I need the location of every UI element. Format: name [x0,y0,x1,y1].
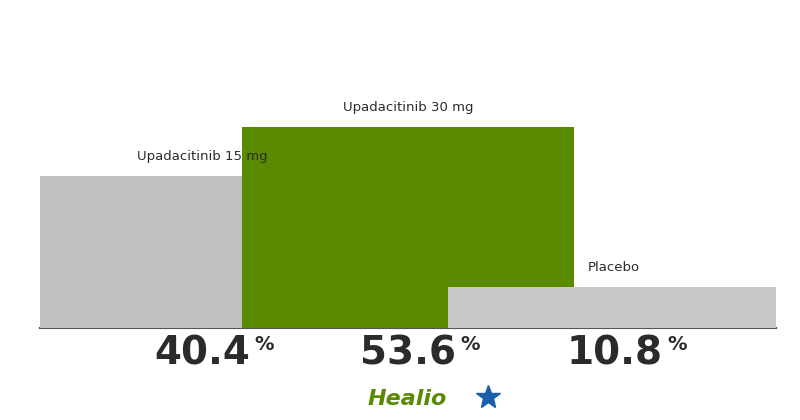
Bar [449,287,780,328]
Text: 10.8: 10.8 [566,335,662,373]
Text: Proportion of patients who achieved clinical remission at week 52:: Proportion of patients who achieved clin… [24,28,730,47]
Text: %: % [254,335,274,354]
Text: Healio: Healio [368,389,447,409]
Text: Placebo: Placebo [588,261,640,274]
Text: Upadacitinib 30 mg: Upadacitinib 30 mg [342,101,474,113]
Text: Upadacitinib 15 mg: Upadacitinib 15 mg [137,150,267,163]
Text: %: % [461,335,480,354]
Bar [242,127,574,328]
Text: 40.4: 40.4 [154,335,250,373]
Text: %: % [667,335,686,354]
Text: 53.6: 53.6 [360,335,456,373]
Bar [36,176,367,328]
